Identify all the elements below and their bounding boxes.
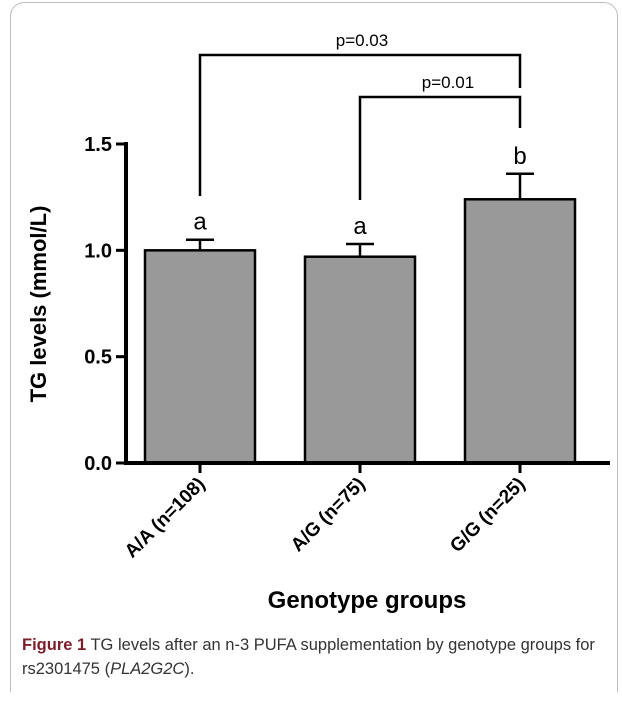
caption-text-end: ). (184, 660, 195, 678)
y-tick-label-0: 0.0 (84, 453, 112, 475)
caption-label: Figure 1 (22, 636, 87, 654)
x-tick-label-0: A/A (n=108) (121, 474, 210, 563)
y-tick-label-2: 1.0 (84, 240, 112, 262)
comparison-label-1: p=0.01 (422, 73, 474, 92)
x-axis-title: Genotype groups (268, 587, 467, 614)
comparison-label-0: p=0.03 (336, 31, 388, 50)
x-tick-label-2: G/G (n=25) (446, 474, 529, 557)
significance-letter-0: a (193, 209, 207, 236)
comparison-bracket-0 (198, 53, 522, 196)
bar-1 (303, 255, 417, 465)
caption-text: TG levels after an n-3 PUFA supplementat… (22, 636, 595, 678)
figure-caption: Figure 1 TG levels after an n-3 PUFA sup… (22, 633, 612, 681)
significance-letter-2: b (513, 143, 526, 170)
y-axis-title: TG levels (mmol/L) (26, 206, 51, 403)
bar-chart: a a b 0.0 0.5 1.0 1.5 A/A (n=108) A/G (n=75) G/G … (26, 31, 610, 614)
significance-letter-1: a (353, 213, 367, 240)
caption-gene: PLA2G2C (110, 660, 185, 678)
y-tick-label-1: 0.5 (84, 347, 112, 369)
figure-panel (10, 2, 618, 692)
bar-0 (143, 249, 257, 465)
bar-2 (463, 198, 577, 465)
x-tick-label-1: A/G (n=75) (287, 474, 369, 556)
axes-layer (116, 53, 610, 473)
labels-layer: a a b 0.0 0.5 1.0 1.5 A/A (n=108) A/G (n=75) G/G … (26, 31, 530, 614)
comparison-bracket-1 (358, 95, 522, 200)
y-tick-label-3: 1.5 (84, 134, 112, 156)
